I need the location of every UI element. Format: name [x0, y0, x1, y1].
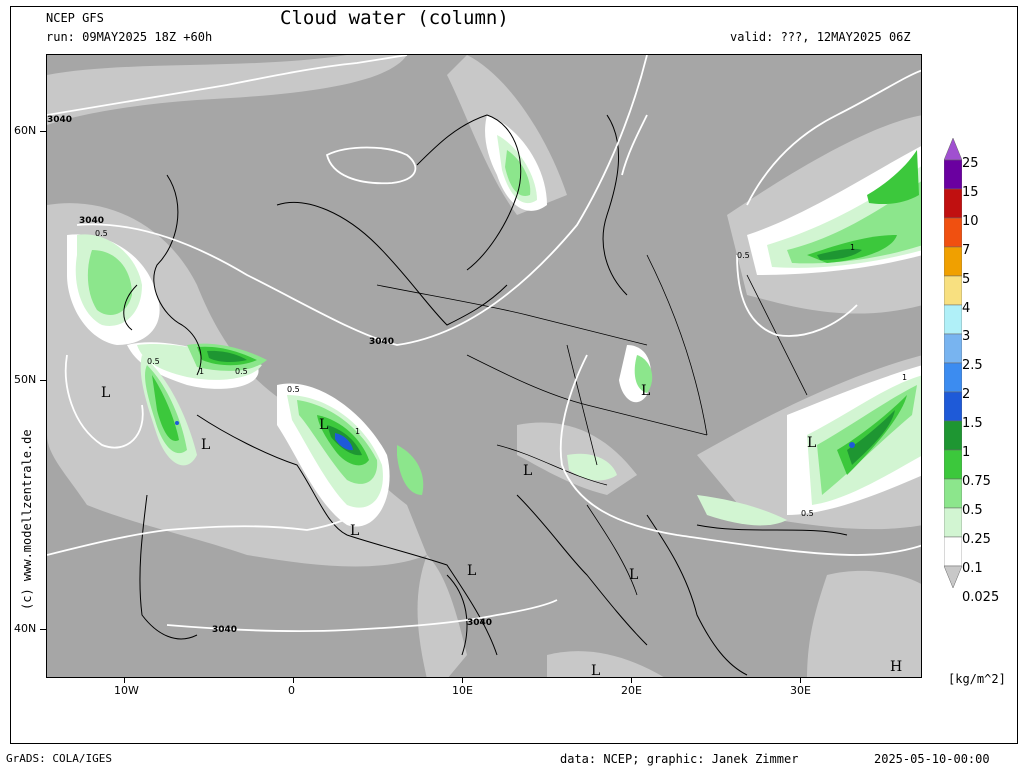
- colorbar-swatch: [944, 304, 962, 335]
- lon-label: 10W: [114, 684, 139, 697]
- lat-label: 40N: [14, 622, 37, 635]
- footer-center: data: NCEP; graphic: Janek Zimmer: [560, 752, 799, 766]
- cloud-areas-blue: [175, 421, 855, 451]
- low-pressure-symbol: L: [629, 567, 639, 583]
- colorbar-label: 7: [962, 242, 971, 258]
- contour-label: 3040: [47, 115, 73, 125]
- cloud-label: 0.5: [147, 357, 160, 366]
- footer-right: 2025-05-10-00:00: [874, 752, 990, 766]
- contour-label: 3040: [467, 618, 493, 628]
- colorbar-swatch: [944, 391, 962, 422]
- colorbar-top-arrow: [944, 138, 962, 161]
- colorbar-label: 5: [962, 271, 971, 287]
- colorbar-swatch: [944, 275, 962, 306]
- lon-label: 0: [288, 684, 295, 697]
- footer-left: GrADS: COLA/IGES: [6, 752, 112, 765]
- lat-label: 50N: [14, 373, 37, 386]
- colorbar-label: 2: [962, 387, 971, 403]
- colorbar-label: 25: [962, 156, 979, 171]
- colorbar-label: 1.5: [962, 416, 983, 432]
- valid-time: valid: ???, 12MAY2025 06Z: [730, 30, 911, 44]
- colorbar-label: 15: [962, 184, 979, 200]
- colorbar-swatch: [944, 449, 962, 480]
- lat-tick: [40, 380, 46, 381]
- weather-map[interactable]: 3040 3040 3040 3040 3040 0.5 0.5 0.5 0.5…: [46, 54, 922, 678]
- colorbar-label: 3: [962, 329, 971, 345]
- colorbar-swatch: [944, 362, 962, 393]
- colorbar-label: 0.025: [962, 589, 1000, 605]
- lon-tick: [631, 678, 632, 683]
- geopotential-contours: [47, 55, 921, 633]
- cloud-label: 0.5: [95, 229, 108, 238]
- cloud-label: 1: [902, 373, 908, 382]
- website-credit: (c) www.modellzentrale.de: [20, 429, 34, 610]
- colorbar-swatch: [944, 478, 962, 509]
- lon-label: 10E: [452, 684, 473, 697]
- lon-tick: [293, 678, 294, 683]
- colorbar-swatch: [944, 536, 962, 567]
- colorbar-label: 0.1: [962, 560, 983, 576]
- low-pressure-symbol: L: [319, 417, 329, 433]
- colorbar-swatch: [944, 188, 962, 219]
- lat-label: 60N: [14, 124, 37, 137]
- high-pressure-symbol: H: [890, 659, 903, 675]
- lat-tick: [40, 131, 46, 132]
- plot-frame: [10, 6, 1018, 744]
- low-pressure-symbol: L: [641, 383, 651, 399]
- colorbar-bottom-arrow: [944, 565, 962, 589]
- colorbar-label: 4: [962, 300, 971, 316]
- colorbar-swatch: [944, 159, 962, 190]
- coastlines: [123, 114, 848, 676]
- model-name: NCEP GFS: [46, 11, 104, 25]
- lon-tick: [462, 678, 463, 683]
- colorbar: [944, 138, 962, 589]
- colorbar-unit: [kg/m^2]: [948, 672, 1006, 686]
- cloud-label: 1: [850, 243, 856, 252]
- contour-label: 3040: [79, 216, 105, 226]
- cloud-label: 0.5: [737, 251, 750, 260]
- cloud-label: 1: [199, 367, 205, 376]
- run-info: run: 09MAY2025 18Z +60h: [46, 30, 213, 44]
- low-pressure-symbol: L: [101, 385, 111, 401]
- colorbar-label: 10: [962, 213, 979, 229]
- colorbar-swatch: [944, 420, 962, 451]
- lat-tick: [40, 629, 46, 630]
- low-pressure-symbol: L: [350, 523, 360, 539]
- cloud-label: 1: [355, 427, 361, 436]
- low-pressure-symbol: L: [591, 663, 601, 678]
- low-pressure-symbol: L: [523, 463, 533, 479]
- colorbar-swatch: [944, 246, 962, 277]
- cloud-label: 0.5: [287, 385, 300, 394]
- map-title: Cloud water (column): [280, 7, 509, 29]
- colorbar-label: 1: [962, 445, 971, 460]
- colorbar-label: 2.5: [962, 358, 983, 374]
- cloud-label: 0.5: [235, 367, 248, 376]
- colorbar-swatch: [944, 217, 962, 248]
- cloud-label: 0.5: [801, 509, 814, 518]
- low-pressure-symbol: L: [201, 437, 211, 453]
- lon-label: 20E: [621, 684, 642, 697]
- lon-tick: [800, 678, 801, 683]
- contour-label: 3040: [212, 625, 238, 635]
- colorbar-swatch: [944, 333, 962, 364]
- colorbar-swatch: [944, 507, 962, 538]
- map-canvas: [47, 55, 921, 677]
- colorbar-label: 0.75: [962, 473, 991, 489]
- lon-label: 30E: [790, 684, 811, 697]
- colorbar-label: 0.25: [962, 531, 991, 547]
- contour-label: 3040: [369, 337, 395, 347]
- colorbar-label: 0.5: [962, 502, 983, 518]
- low-pressure-symbol: L: [807, 435, 817, 451]
- low-pressure-symbol: L: [467, 563, 477, 579]
- lon-tick: [124, 678, 125, 683]
